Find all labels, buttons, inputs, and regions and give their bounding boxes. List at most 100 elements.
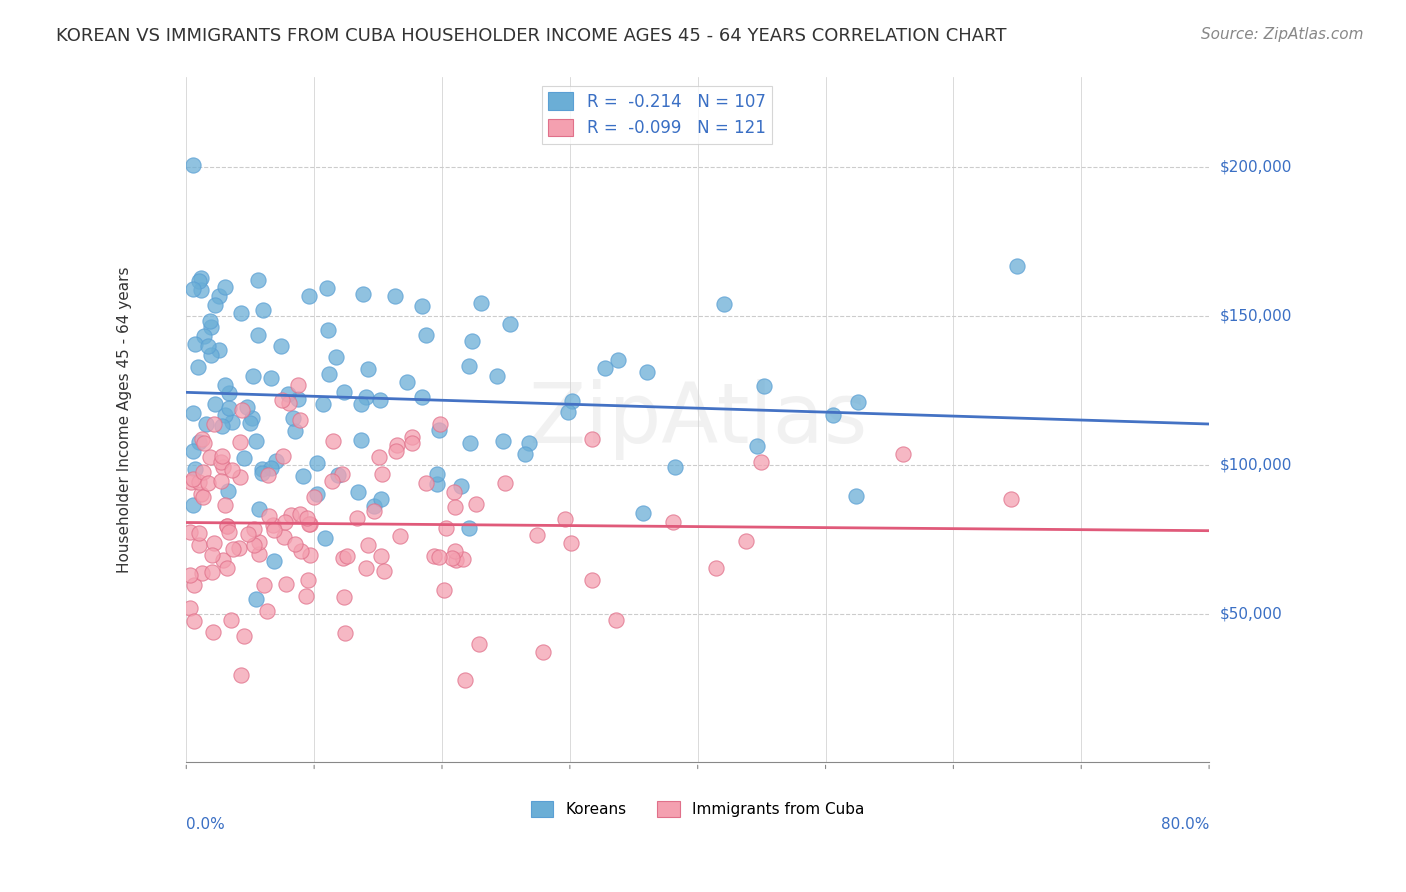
Text: ZipAtlas: ZipAtlas bbox=[529, 379, 868, 460]
Point bbox=[450, 479, 472, 493]
Text: $150,000: $150,000 bbox=[1220, 309, 1292, 323]
Point bbox=[200, 320, 222, 334]
Point bbox=[332, 551, 354, 566]
Point bbox=[270, 339, 292, 353]
Point bbox=[363, 499, 385, 513]
Point bbox=[271, 449, 294, 463]
Point bbox=[333, 625, 356, 640]
Point bbox=[219, 613, 242, 627]
Point bbox=[228, 435, 250, 450]
Point bbox=[461, 334, 484, 349]
Point bbox=[198, 450, 221, 465]
Point bbox=[218, 524, 240, 539]
Point bbox=[183, 614, 205, 628]
Point bbox=[401, 436, 423, 450]
Point bbox=[247, 547, 270, 561]
Point bbox=[357, 362, 380, 376]
Point bbox=[218, 401, 240, 416]
Point bbox=[526, 528, 548, 542]
Point bbox=[290, 544, 312, 558]
Point bbox=[252, 302, 274, 317]
Point bbox=[214, 408, 236, 422]
Point bbox=[433, 583, 456, 598]
Point bbox=[187, 274, 209, 288]
Point bbox=[373, 564, 395, 578]
Point bbox=[273, 530, 295, 544]
Point bbox=[214, 378, 236, 392]
Point bbox=[492, 434, 515, 448]
Point bbox=[330, 467, 353, 482]
Point bbox=[751, 455, 773, 469]
Point bbox=[287, 378, 309, 392]
Point bbox=[221, 463, 243, 477]
Point bbox=[231, 403, 253, 417]
Point bbox=[443, 485, 465, 500]
Point bbox=[179, 568, 201, 582]
Point bbox=[252, 578, 274, 592]
Point bbox=[401, 430, 423, 444]
Point bbox=[385, 438, 408, 452]
Text: 80.0%: 80.0% bbox=[1161, 817, 1209, 832]
Point bbox=[181, 282, 204, 296]
Point bbox=[350, 397, 373, 411]
Point bbox=[222, 541, 245, 556]
Text: $100,000: $100,000 bbox=[1220, 457, 1292, 472]
Point bbox=[260, 461, 283, 475]
Point bbox=[664, 460, 686, 475]
Point bbox=[415, 328, 437, 343]
Point bbox=[713, 296, 735, 310]
Text: $200,000: $200,000 bbox=[1220, 160, 1292, 174]
Point bbox=[458, 435, 481, 450]
Point bbox=[333, 384, 356, 399]
Point bbox=[371, 467, 394, 481]
Point bbox=[370, 549, 392, 564]
Point bbox=[821, 408, 844, 422]
Point bbox=[517, 436, 540, 450]
Point bbox=[384, 444, 406, 458]
Point bbox=[297, 573, 319, 587]
Point bbox=[318, 367, 340, 381]
Point bbox=[368, 450, 391, 464]
Point bbox=[187, 526, 209, 541]
Point bbox=[246, 273, 269, 287]
Point bbox=[427, 549, 450, 564]
Point bbox=[1000, 491, 1022, 506]
Point bbox=[661, 516, 683, 530]
Point bbox=[284, 537, 307, 551]
Point bbox=[346, 511, 368, 525]
Point bbox=[217, 484, 239, 499]
Point bbox=[228, 541, 250, 556]
Point bbox=[494, 476, 516, 491]
Point bbox=[277, 387, 299, 401]
Text: $50,000: $50,000 bbox=[1220, 606, 1282, 621]
Point bbox=[354, 390, 377, 404]
Point bbox=[593, 360, 616, 375]
Point bbox=[427, 424, 450, 438]
Point bbox=[257, 508, 280, 523]
Point bbox=[384, 289, 406, 303]
Point bbox=[240, 410, 263, 425]
Point bbox=[745, 439, 768, 453]
Point bbox=[287, 392, 309, 407]
Point bbox=[347, 485, 370, 500]
Point bbox=[238, 416, 260, 430]
Point bbox=[444, 500, 467, 514]
Point bbox=[560, 536, 582, 550]
Point bbox=[280, 508, 302, 523]
Point bbox=[332, 591, 354, 605]
Point bbox=[352, 286, 374, 301]
Point bbox=[426, 476, 449, 491]
Point bbox=[193, 329, 215, 343]
Point bbox=[411, 299, 433, 313]
Point bbox=[217, 518, 239, 533]
Point bbox=[444, 544, 467, 558]
Text: Householder Income Ages 45 - 64 years: Householder Income Ages 45 - 64 years bbox=[118, 267, 132, 574]
Point bbox=[191, 490, 214, 504]
Point bbox=[322, 434, 344, 448]
Point bbox=[446, 552, 468, 566]
Point bbox=[426, 467, 449, 482]
Point bbox=[316, 281, 339, 295]
Point bbox=[321, 474, 343, 488]
Point bbox=[292, 469, 315, 483]
Point bbox=[245, 591, 267, 606]
